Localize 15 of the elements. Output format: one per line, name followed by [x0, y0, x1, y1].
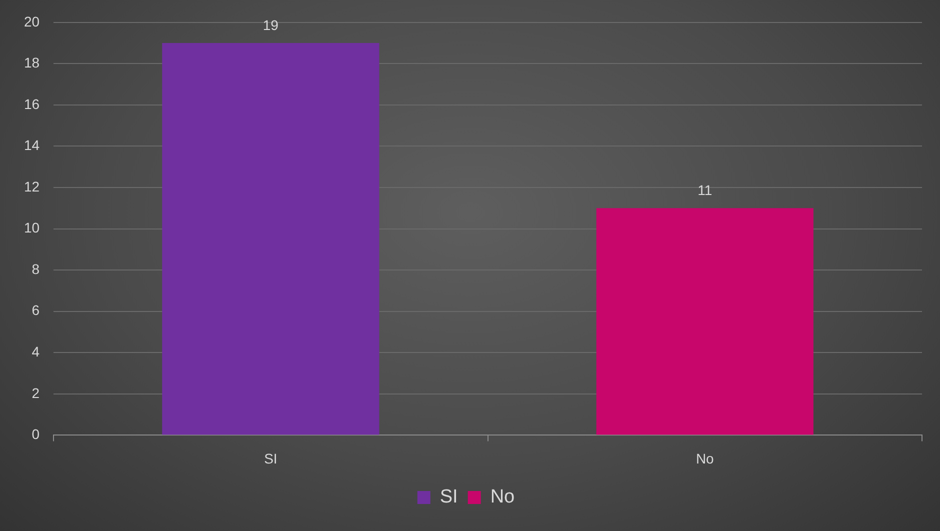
- y-tick-label: 6: [32, 302, 40, 318]
- y-tick-label: 16: [24, 96, 40, 112]
- legend-label: SI: [440, 486, 458, 508]
- y-tick-label: 14: [24, 137, 40, 154]
- y-tick-label: 8: [32, 260, 40, 277]
- y-tick-label: 2: [32, 384, 40, 401]
- y-tick-label: 18: [24, 54, 40, 71]
- y-tick-label: 10: [24, 220, 40, 236]
- y-tick-label: 12: [24, 178, 40, 194]
- y-tick-label: 20: [24, 13, 40, 30]
- y-tick-label: 4: [32, 344, 40, 360]
- legend-label: No: [490, 486, 515, 508]
- data-label: 19: [262, 16, 279, 33]
- data-label: 11: [698, 182, 712, 198]
- y-tick-label: 0: [32, 426, 40, 442]
